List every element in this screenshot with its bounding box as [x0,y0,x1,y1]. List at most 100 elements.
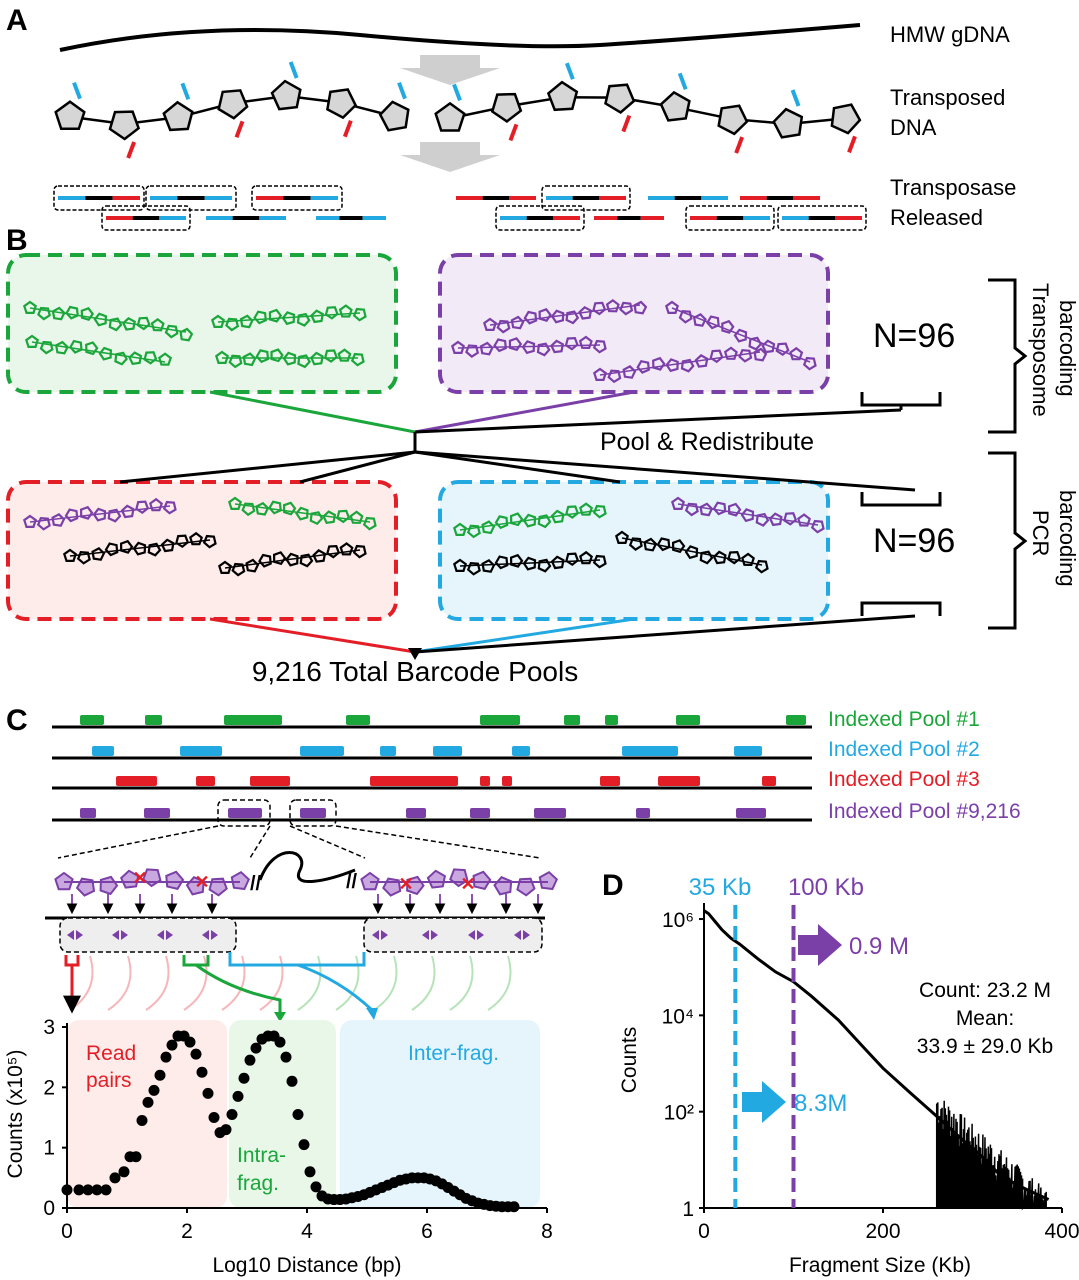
c-data-point [184,1036,196,1048]
faint-link-arc [411,955,436,1011]
region-read-pairs [67,1020,227,1208]
mini-nucleosome [622,365,637,379]
green-well [6,253,398,394]
label-pairs: pairs [86,1069,132,1092]
adapter-mark [180,82,191,100]
read-arrow-right [381,930,388,940]
nucleosome [270,79,302,111]
cut-mark: ✕ [194,872,209,892]
mini-nucleosome [189,531,204,546]
mini-nucleosome [550,339,565,354]
pool-label-3: Indexed Pool #3 [828,768,980,791]
mini-nucleosome [255,349,270,364]
chart-c-xlabel: Log10 Distance (bp) [212,1254,401,1277]
pool-read-segment [676,715,700,725]
pool-label-9216: Indexed Pool #9,216 [828,800,1021,823]
line-100kb-label: 100 Kb [788,874,864,901]
read-arrow-left [514,930,521,940]
link-intra-head [274,1012,286,1022]
mini-nucleosome [671,496,685,510]
mini-nucleosome [54,340,69,355]
label-barcoding-1: barcoding [1055,300,1079,397]
link-read-pair [66,955,78,1010]
mini-nucleosome [538,307,552,322]
mini-nucleosome [179,327,194,342]
c-data-point [304,1166,316,1178]
pool-read-segment [636,808,650,818]
mini-nucleosome [721,319,735,334]
c-data-point [226,1108,238,1120]
pool-read-segment [564,715,580,725]
mini-nucleosome [740,508,755,523]
panel-label-a: A [6,4,28,37]
mini-nucleosome [565,552,580,567]
mini-nucleosome [521,340,536,355]
mini-nucleosome [522,556,537,571]
mini-nucleosome [231,562,246,577]
pool-read-segment [480,715,520,725]
mini-nucleosome [282,351,297,366]
mini-nucleosome [242,352,257,367]
pool-read-segment [512,746,530,756]
mini-nucleosome [692,313,707,327]
faint-link-arc [335,955,360,1011]
mini-nucleosome [160,538,175,553]
blue-well [438,480,830,621]
pool-read-segment [622,746,678,756]
fragment-box [53,185,145,211]
pool-read-segment [370,776,458,786]
mini-nucleosome [733,328,748,343]
mini-nucleosome [245,558,260,573]
mini-nucleosome [91,547,106,561]
zoom-nucleosome [538,870,559,891]
mini-nucleosome [592,301,607,316]
mini-nucleosome [465,344,480,358]
c-y-tick-label: 1 [43,1137,55,1160]
mini-nucleosome [255,501,270,516]
mini-nucleosome [494,555,509,570]
mini-nucleosome [810,519,825,534]
c-data-point [100,1184,112,1196]
adapter-mark [790,89,801,107]
c-data-point [250,1042,262,1054]
read-arrow-right [523,930,530,940]
mini-nucleosome [79,505,94,520]
arrow-blue [742,1081,786,1123]
mini-backbone [29,505,171,523]
c-data-point [292,1108,304,1120]
mini-backbone [489,304,641,326]
pool-read-segment [605,715,618,725]
arrow-purple-label: 0.9 M [849,933,909,960]
adapter-mark [452,83,462,102]
c-data-point [61,1184,73,1196]
read-arrow-left [157,930,164,940]
mini-nucleosome [228,354,243,369]
n96-bottom-brace-upper [860,492,942,507]
d-y-tick-label: 10⁶ [662,909,694,932]
mini-nucleosome [98,346,113,361]
mini-nucleosome [215,350,229,364]
adapter-mark [72,82,82,100]
c-data-point [130,1151,142,1163]
mini-nucleosome [281,311,296,326]
mini-nucleosome [671,539,686,554]
gray-arrow-2 [400,142,500,172]
c-data-point [280,1051,292,1063]
purple-pool-line [414,390,635,434]
mini-nucleosome [678,310,693,324]
label-transposase: Transposase [890,175,1016,200]
mini-nucleosome [741,552,756,567]
pool-label-2: Indexed Pool #2 [828,738,980,761]
adapter-mark [564,62,575,80]
zoom-nucleosome [230,870,251,891]
mini-nucleosome [768,512,783,527]
pool-read-segment [433,746,462,756]
adapter-mark [621,114,632,133]
redistribute-line-4 [414,450,916,492]
pool-read-segment [736,808,766,818]
mini-nucleosome [23,514,37,529]
c-x-tick-label: 6 [421,1220,433,1243]
mini-nucleosome [253,310,267,325]
nucleosome [162,100,194,132]
